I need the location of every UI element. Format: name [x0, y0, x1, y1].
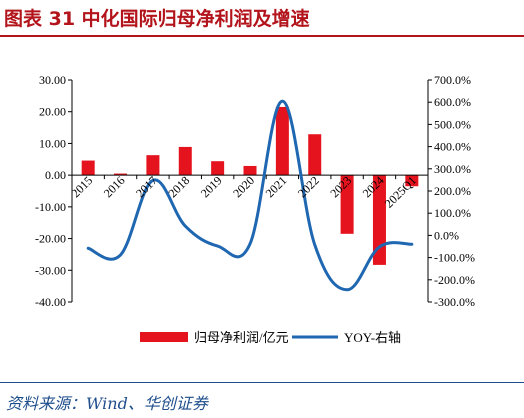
right-tick-label: 600.0%	[434, 95, 471, 109]
right-tick-label: 200.0%	[434, 184, 471, 198]
combo-chart: 30.00 20.00 10.00 0.00 -10.00 -20.00 -30.00 -40…	[35, 73, 475, 345]
left-tick-label: -20.00	[35, 232, 66, 246]
bar-2023	[340, 175, 354, 234]
left-tick-label: 0.00	[45, 168, 66, 182]
source-divider	[0, 382, 524, 383]
right-y-axis: 700.0% 600.0% 500.0% 400.0% 300.0% 200.0% 100.…	[427, 73, 475, 309]
legend: 归母净利润/亿元 YOY-右轴	[140, 330, 401, 345]
legend-bar-label: 归母净利润/亿元	[194, 330, 289, 345]
bar-2018	[178, 146, 192, 176]
bar-series	[81, 106, 419, 265]
right-tick-label: 300.0%	[434, 162, 471, 176]
left-tick-label: 20.00	[39, 105, 66, 119]
bar-2016	[114, 173, 128, 176]
right-tick-label: 100.0%	[434, 206, 471, 220]
left-tick-label: 10.00	[39, 136, 66, 150]
right-tick-label: 400.0%	[434, 140, 471, 154]
bar-2025Q1	[405, 175, 419, 187]
title-bar: 图表 31 中化国际归母净利润及增速	[0, 0, 524, 38]
right-tick-label: 0.0%	[434, 228, 459, 242]
right-tick-label: 700.0%	[434, 73, 471, 87]
bar-2019	[211, 161, 225, 176]
bar-2021	[275, 106, 289, 176]
chart-title: 图表 31 中化国际归母净利润及增速	[4, 8, 310, 30]
left-tick-label: -30.00	[35, 263, 66, 277]
right-tick-label: -300.0%	[434, 295, 475, 309]
left-y-axis: 30.00 20.00 10.00 0.00 -10.00 -20.00 -30.00 -40…	[35, 73, 73, 309]
yoy-line-series	[86, 99, 414, 292]
yoy-line	[86, 99, 414, 292]
right-tick-label: 500.0%	[434, 117, 471, 131]
left-tick-label: 30.00	[39, 73, 66, 87]
left-tick-label: -10.00	[35, 200, 66, 214]
x-axis-zero-line	[72, 174, 428, 180]
left-tick-label: -40.00	[35, 295, 66, 309]
right-tick-label: -100.0%	[434, 251, 475, 265]
legend-line-label: YOY-右轴	[344, 330, 401, 345]
bar-2017	[146, 155, 160, 176]
bar-2022	[308, 134, 322, 176]
x-tick-label-2025Q1: 2025Q1	[382, 173, 419, 210]
bar-2020	[243, 165, 257, 176]
legend-bar-swatch	[140, 332, 188, 342]
right-tick-label: -200.0%	[434, 273, 475, 287]
source-note: 资料来源：Wind、华创证券	[6, 394, 208, 413]
bar-2024	[372, 175, 386, 265]
x-axis-labels: 2015 2016 2017 2018 2019 2020 2021 2022 2023 2024…	[68, 173, 419, 210]
title-underline	[0, 35, 524, 37]
bar-2015	[81, 160, 95, 176]
